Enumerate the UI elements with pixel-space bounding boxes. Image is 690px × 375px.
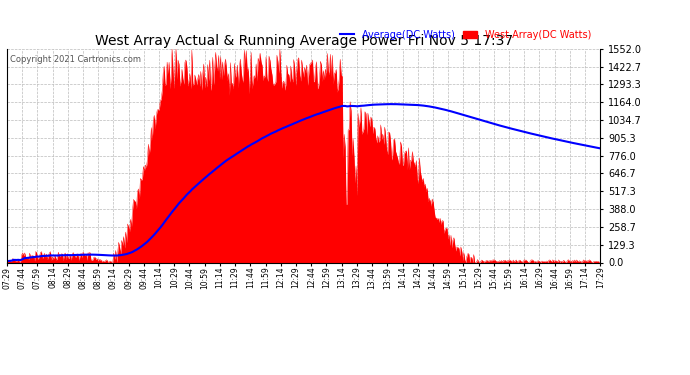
Legend: Average(DC Watts), West Array(DC Watts): Average(DC Watts), West Array(DC Watts) [336,26,595,44]
Title: West Array Actual & Running Average Power Fri Nov 5 17:37: West Array Actual & Running Average Powe… [95,34,513,48]
Text: Copyright 2021 Cartronics.com: Copyright 2021 Cartronics.com [10,55,141,64]
